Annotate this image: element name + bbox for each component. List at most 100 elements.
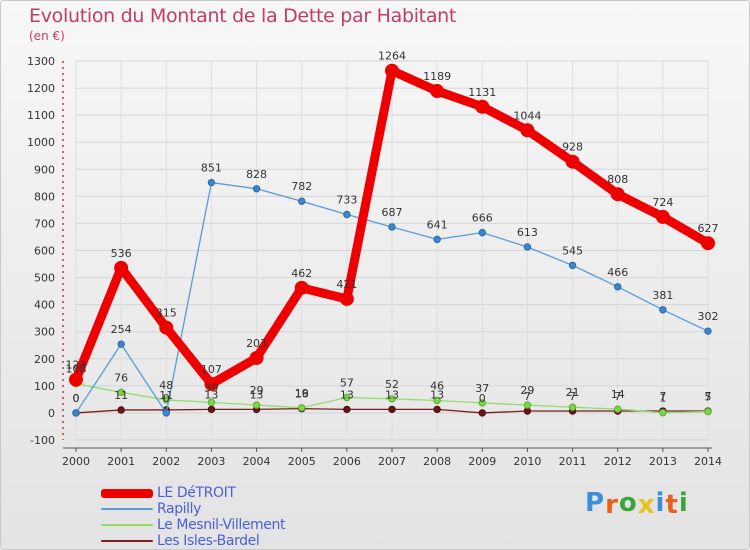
data-point-3 bbox=[207, 405, 216, 414]
data-label-3: 13 bbox=[340, 388, 354, 401]
data-point-1 bbox=[252, 185, 261, 193]
data-label-3: 11 bbox=[159, 389, 173, 402]
data-label-1: 302 bbox=[698, 310, 719, 323]
data-label-0: 627 bbox=[698, 222, 719, 235]
data-point-0 bbox=[565, 154, 580, 169]
legend-label: LE DéTROIT bbox=[157, 485, 236, 501]
logo-letter: P bbox=[585, 488, 606, 518]
data-label-2: 29 bbox=[520, 384, 534, 397]
data-point-1 bbox=[568, 261, 577, 270]
data-point-2 bbox=[117, 388, 125, 397]
data-label-3: 16 bbox=[295, 388, 309, 401]
data-label-3: 0 bbox=[479, 392, 486, 405]
data-label-0: 928 bbox=[562, 141, 583, 154]
data-label-2: 52 bbox=[385, 378, 399, 391]
data-label-0: 462 bbox=[291, 267, 312, 280]
y-tick-label: 900 bbox=[34, 163, 55, 176]
data-label-3: 11 bbox=[114, 389, 128, 402]
y-tick-label: 0 bbox=[48, 407, 55, 420]
data-label-0: 203 bbox=[246, 337, 267, 350]
data-label-0: 1264 bbox=[378, 50, 406, 63]
legend-label: Le Mesnil-Villement bbox=[157, 517, 286, 533]
data-point-0 bbox=[385, 63, 399, 78]
logo-letter: x bbox=[637, 490, 656, 520]
data-label-3: 13 bbox=[250, 388, 264, 401]
data-label-1: 828 bbox=[246, 168, 267, 181]
data-label-2: 5 bbox=[705, 391, 712, 404]
data-label-1: 733 bbox=[336, 193, 357, 206]
data-label-0: 536 bbox=[111, 247, 132, 260]
data-label-2: 29 bbox=[250, 384, 264, 397]
data-label-1: 782 bbox=[291, 180, 312, 193]
data-point-1 bbox=[162, 409, 170, 417]
data-label-0: 724 bbox=[652, 196, 673, 209]
data-point-1 bbox=[343, 210, 351, 219]
logo-letter: r bbox=[605, 490, 619, 520]
data-label-1: 381 bbox=[652, 289, 673, 302]
y-tick-label: 1000 bbox=[27, 136, 55, 149]
data-point-1 bbox=[298, 197, 306, 205]
data-point-0 bbox=[204, 376, 219, 391]
data-point-1 bbox=[704, 327, 712, 335]
x-tick-label: 2013 bbox=[649, 455, 677, 468]
data-point-2 bbox=[659, 408, 667, 417]
data-label-0: 808 bbox=[607, 173, 628, 186]
data-label-0: 421 bbox=[336, 278, 357, 291]
data-label-3: 13 bbox=[430, 388, 444, 401]
data-label-2: 57 bbox=[340, 376, 354, 389]
data-point-0 bbox=[249, 350, 264, 365]
data-label-1: 545 bbox=[562, 244, 583, 257]
x-tick-label: 2008 bbox=[423, 455, 451, 468]
data-label-3: 7 bbox=[705, 390, 712, 403]
data-label-1: 666 bbox=[472, 212, 493, 225]
y-tick-label: 700 bbox=[34, 217, 55, 230]
data-label-3: 13 bbox=[204, 388, 218, 401]
data-label-1: 0 bbox=[73, 392, 80, 405]
legend-swatch bbox=[101, 488, 153, 498]
legend-swatch bbox=[101, 508, 153, 510]
data-point-0 bbox=[69, 372, 83, 387]
data-point-2 bbox=[207, 398, 216, 407]
data-point-0 bbox=[610, 187, 625, 202]
data-point-2 bbox=[478, 399, 486, 407]
data-label-1: 254 bbox=[111, 323, 132, 336]
x-tick-label: 2000 bbox=[62, 455, 90, 468]
data-point-1 bbox=[659, 306, 667, 314]
data-point-1 bbox=[614, 283, 622, 291]
data-point-3 bbox=[478, 409, 486, 417]
y-tick-label: 400 bbox=[34, 299, 55, 312]
data-label-0: 123 bbox=[66, 359, 87, 372]
data-point-2 bbox=[523, 401, 532, 409]
y-tick-label: 600 bbox=[34, 245, 55, 258]
x-tick-label: 2003 bbox=[197, 455, 225, 468]
data-point-3 bbox=[523, 407, 532, 415]
data-point-0 bbox=[655, 209, 670, 224]
data-label-1: 687 bbox=[382, 206, 403, 219]
data-point-1 bbox=[478, 228, 486, 237]
y-tick-label: 1300 bbox=[27, 55, 55, 68]
data-point-1 bbox=[72, 409, 80, 417]
data-point-0 bbox=[520, 123, 535, 138]
data-label-1: 641 bbox=[427, 218, 448, 231]
proxiti-logo: Proxiti bbox=[585, 488, 689, 520]
data-point-0 bbox=[159, 320, 174, 335]
data-point-3 bbox=[388, 405, 396, 414]
data-label-2: 37 bbox=[475, 382, 489, 395]
data-point-1 bbox=[433, 235, 441, 244]
y-tick-label: 300 bbox=[34, 326, 55, 339]
legend-swatch bbox=[101, 524, 153, 526]
data-point-3 bbox=[117, 406, 125, 414]
data-label-0: 1189 bbox=[423, 70, 451, 83]
data-label-1: 851 bbox=[201, 162, 222, 175]
data-label-2: 21 bbox=[566, 386, 580, 399]
data-label-3: 7 bbox=[614, 390, 621, 403]
x-tick-label: 2014 bbox=[694, 455, 722, 468]
data-point-2 bbox=[252, 401, 261, 409]
series bbox=[69, 63, 715, 417]
data-point-3 bbox=[343, 405, 351, 414]
y-tick-label: 100 bbox=[34, 380, 55, 393]
data-label-2: 19 bbox=[295, 387, 309, 400]
